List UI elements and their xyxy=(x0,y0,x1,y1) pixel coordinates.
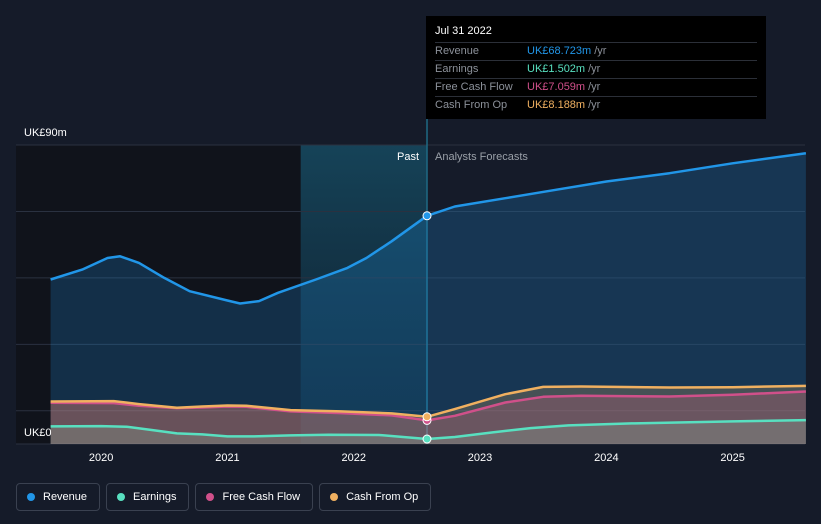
x-tick-label: 2022 xyxy=(342,452,366,464)
tooltip-label: Free Cash Flow xyxy=(435,81,513,93)
series-line-earnings xyxy=(50,418,806,441)
legend-dot-icon xyxy=(27,493,35,501)
tooltip-unit: /yr xyxy=(588,99,601,111)
legend-dot-icon xyxy=(206,493,215,501)
tooltip-label: Cash From Op xyxy=(435,99,508,111)
forecast-label: Analysts Forecasts xyxy=(435,151,528,163)
legend-item-revenue[interactable]: Revenue xyxy=(16,483,101,511)
x-tick-label: 2023 xyxy=(468,452,492,464)
legend: Revenue Earnings Free Cash Flow Cash Fro… xyxy=(16,483,432,511)
tooltip-label: Revenue xyxy=(435,45,480,57)
series-area-free-cash-flow xyxy=(50,391,806,444)
tooltip-date: Jul 31 2022 xyxy=(435,24,757,43)
tooltip-label: Earnings xyxy=(435,63,479,75)
tooltip-row-free-cash-flow: Free Cash Flow UK£7.059m /yr xyxy=(435,79,757,97)
x-tick-label: 2025 xyxy=(720,452,744,464)
legend-item-free-cash-flow[interactable]: Free Cash Flow xyxy=(195,483,314,511)
tooltip-row-cash-from-op: Cash From Op UK£8.188m /yr xyxy=(435,97,757,114)
point-marker-revenue xyxy=(422,211,432,221)
x-tick-label: 2020 xyxy=(89,452,113,464)
tooltip-row-revenue: Revenue UK£68.723m /yr xyxy=(435,43,757,61)
legend-dot-icon xyxy=(330,493,339,501)
tooltip: Jul 31 2022 Revenue UK£68.723m /yr Earni… xyxy=(426,16,766,119)
x-tick-label: 2021 xyxy=(215,452,239,464)
y-axis-top-label: UK£90m xyxy=(24,127,67,139)
highlight-band xyxy=(300,145,428,444)
tooltip-unit: /yr xyxy=(588,81,601,93)
legend-dot-icon xyxy=(117,493,126,501)
tooltip-value: UK£1.502m xyxy=(527,63,586,75)
tooltip-unit: /yr xyxy=(588,63,601,75)
legend-label: Free Cash Flow xyxy=(222,491,301,503)
series-line-cash-from-op xyxy=(50,384,806,419)
series-line-revenue xyxy=(50,152,807,305)
series-area-revenue xyxy=(50,153,806,445)
tooltip-row-earnings: Earnings UK£1.502m /yr xyxy=(435,61,757,79)
past-label: Past xyxy=(397,151,419,163)
tooltip-value: UK£68.723m xyxy=(527,45,592,57)
legend-label: Earnings xyxy=(133,491,177,503)
point-marker-cash-from-op xyxy=(422,412,432,422)
y-axis-bottom-label: UK£0 xyxy=(24,427,52,439)
legend-item-earnings[interactable]: Earnings xyxy=(106,483,190,511)
series-area-earnings xyxy=(50,420,806,444)
legend-label: Cash From Op xyxy=(346,491,419,503)
legend-label: Revenue xyxy=(43,491,88,503)
x-tick-label: 2024 xyxy=(594,452,618,464)
legend-item-cash-from-op[interactable]: Cash From Op xyxy=(319,483,432,511)
tooltip-unit: /yr xyxy=(594,45,607,57)
point-marker-earnings xyxy=(422,434,432,444)
series-area-cash-from-op xyxy=(50,385,806,444)
tooltip-value: UK£8.188m xyxy=(527,99,586,111)
tooltip-value: UK£7.059m xyxy=(527,81,586,93)
